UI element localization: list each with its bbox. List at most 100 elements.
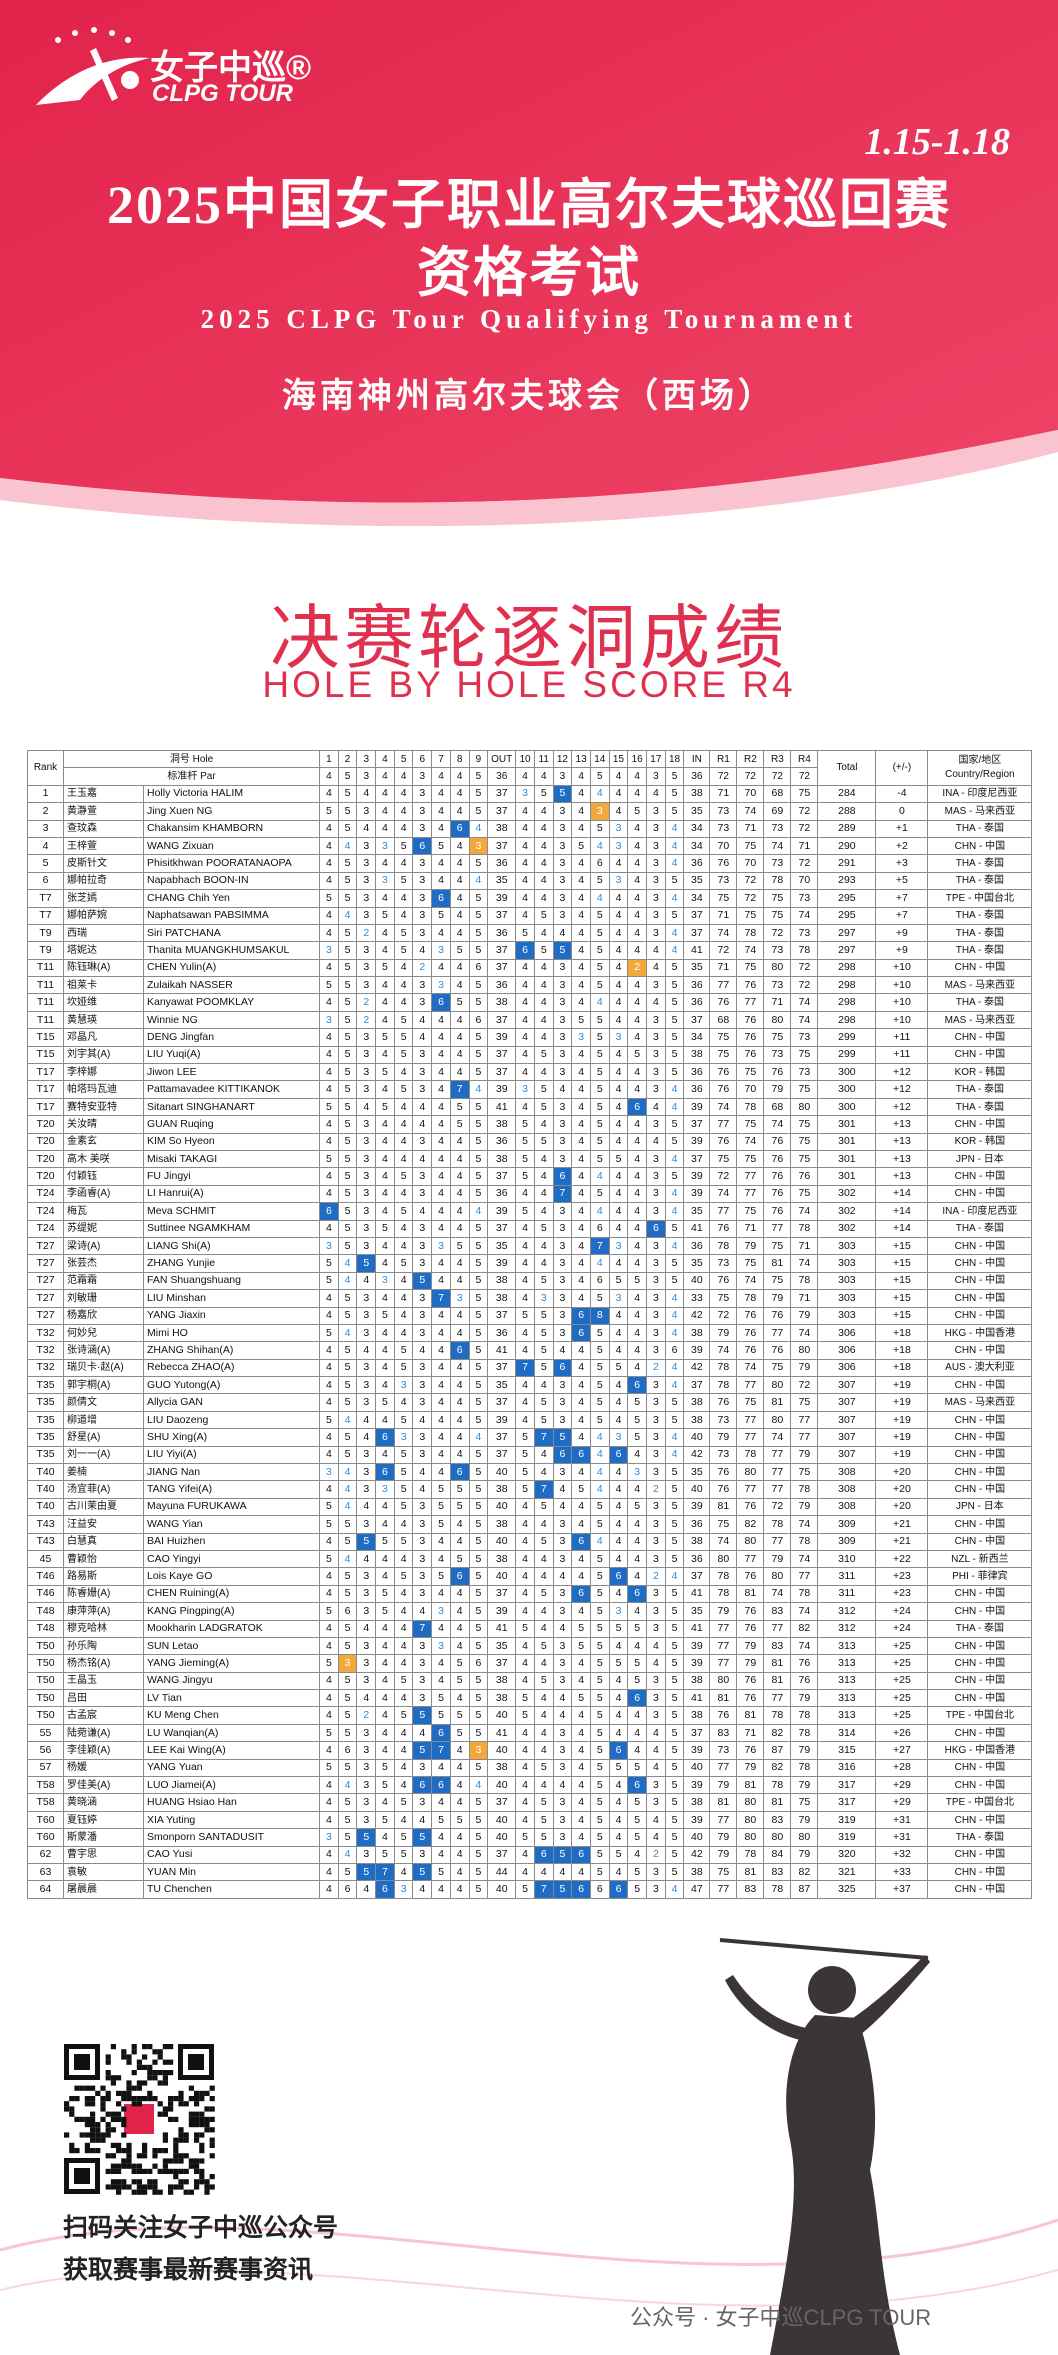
hole-score: 4 xyxy=(589,1445,610,1465)
hole-score: 6 xyxy=(571,1445,591,1465)
qr-module xyxy=(74,2148,80,2154)
hole-score: 5 xyxy=(337,923,358,943)
qr-module xyxy=(204,2106,210,2112)
name-cn: 坎娅维 xyxy=(63,993,144,1012)
hole-score: 4 xyxy=(627,1184,648,1204)
hole-score: 4 xyxy=(431,1619,451,1638)
hole-score: 5 xyxy=(375,1028,395,1047)
rank: T46 xyxy=(27,1567,64,1586)
hole-score: 3 xyxy=(356,1149,377,1169)
hole-score: 4 xyxy=(515,1323,535,1343)
in-score: 34 xyxy=(683,819,711,838)
hole-score: 4 xyxy=(533,1254,554,1273)
hole-score: 3 xyxy=(375,1480,395,1499)
hole-score: 5 xyxy=(337,1219,358,1238)
hole-score: 3 xyxy=(412,1254,433,1273)
in-score: 35 xyxy=(683,958,711,978)
hole-score: 6 xyxy=(589,1219,610,1238)
hole-score: 6 xyxy=(571,1306,591,1325)
hole-score: 4 xyxy=(608,941,629,960)
round-score: 80 xyxy=(736,1793,765,1812)
name-en: GUAN Ruqing xyxy=(142,1115,321,1134)
name-cn: 杨嘉欣 xyxy=(63,1306,144,1325)
hole-score: 6 xyxy=(337,1602,358,1621)
hole-score: 3 xyxy=(552,1741,573,1760)
hole-score: 4 xyxy=(393,1132,414,1151)
hole-score: 5 xyxy=(468,1306,489,1325)
in-score: 37 xyxy=(683,1376,711,1395)
round-score: 81 xyxy=(763,1393,792,1412)
hole-score: 3 xyxy=(646,1602,666,1621)
round-score: 77 xyxy=(763,1480,792,1499)
hole-number: 7 xyxy=(431,749,451,769)
hole-score: 4 xyxy=(608,854,629,873)
hole-score: 3 xyxy=(393,1880,414,1899)
hole-score: 7 xyxy=(533,1428,554,1447)
name-cn: 梅瓦 xyxy=(63,1202,144,1221)
hole-score: 4 xyxy=(646,941,666,960)
round-score: 73 xyxy=(709,1741,738,1760)
hole-score: 3 xyxy=(356,1132,377,1151)
hole-score: 5 xyxy=(449,1097,470,1117)
name-cn: 吕田 xyxy=(63,1689,144,1708)
to-par: +20 xyxy=(875,1480,929,1499)
player-row: T11 坎娅维 Kanyawat POOMKLAY 4 5 2 4 4 3 6 5 5 38 4 4 3 4 4 4… xyxy=(27,993,1033,1012)
hole-score: 4 xyxy=(589,1202,610,1221)
hole-score: 2 xyxy=(356,993,377,1012)
name-en: JIANG Nan xyxy=(142,1463,321,1482)
par-round: 72 xyxy=(736,767,765,786)
hole-score: 4 xyxy=(393,802,414,821)
name-cn: 赛特安亚特 xyxy=(63,1097,144,1117)
hole-score: 5 xyxy=(393,1532,414,1551)
round-score: 80 xyxy=(790,1341,819,1360)
hole-score: 5 xyxy=(664,1636,685,1656)
hole-score: 5 xyxy=(589,1723,610,1743)
hole-score: 3 xyxy=(319,1463,339,1482)
out-score: 40 xyxy=(487,1567,517,1586)
hole-score: 4 xyxy=(431,1080,451,1099)
qr-module xyxy=(188,2085,194,2091)
name-en: SUN Letao xyxy=(142,1636,321,1656)
qr-module xyxy=(79,2132,85,2138)
country: CHN - 中国 xyxy=(927,836,1033,856)
hole-score: 7 xyxy=(515,1358,535,1378)
player-row: T46 路易斯 Lois Kaye GO 4 5 3 4 5 3 5 6 5 40 4 4 4 4 5 6 4 2 4 37… xyxy=(27,1567,1033,1586)
hole-score: 5 xyxy=(468,1810,489,1830)
country: CHN - 中国 xyxy=(927,1236,1033,1256)
hole-score: 3 xyxy=(646,1376,666,1395)
name-en: Smonporn SANTADUSIT xyxy=(142,1828,321,1847)
qr-module xyxy=(209,2174,215,2180)
round-score: 87 xyxy=(790,1880,819,1899)
round-score: 70 xyxy=(709,836,738,856)
name-en: Allycia GAN xyxy=(142,1393,321,1412)
hole-score: 4 xyxy=(449,1584,470,1604)
hole-score: 4 xyxy=(319,1045,339,1065)
out-score: 37 xyxy=(487,1167,517,1186)
hole-score: 4 xyxy=(431,854,451,873)
hole-score: 4 xyxy=(571,976,591,995)
qr-module xyxy=(173,2142,179,2148)
hole-number: 15 xyxy=(608,749,629,769)
hole-score: 3 xyxy=(552,1132,573,1151)
in-score: 39 xyxy=(683,1654,711,1673)
hole-score: 4 xyxy=(393,889,414,908)
hole-score: 5 xyxy=(515,1149,535,1169)
round-score: 80 xyxy=(736,1810,765,1830)
hole-score: 7 xyxy=(449,1080,470,1099)
qr-module xyxy=(157,2070,163,2076)
country: CHN - 中国 xyxy=(927,1445,1033,1465)
hole-score: 3 xyxy=(375,1271,395,1291)
total-header: Total xyxy=(817,750,877,786)
out-score: 40 xyxy=(487,1497,517,1517)
in-score: 41 xyxy=(683,1584,711,1604)
hole-score: 5 xyxy=(337,1167,358,1186)
name-cn: 王玉嘉 xyxy=(63,784,144,804)
hole-score: 3 xyxy=(412,1236,433,1256)
hole-score: 4 xyxy=(337,1271,358,1291)
name-cn: 汪益安 xyxy=(63,1515,144,1534)
hole-number: 16 xyxy=(627,749,648,769)
hole-score: 6 xyxy=(449,819,470,838)
hole-score: 5 xyxy=(589,958,610,978)
hole-score: 5 xyxy=(533,1358,554,1378)
